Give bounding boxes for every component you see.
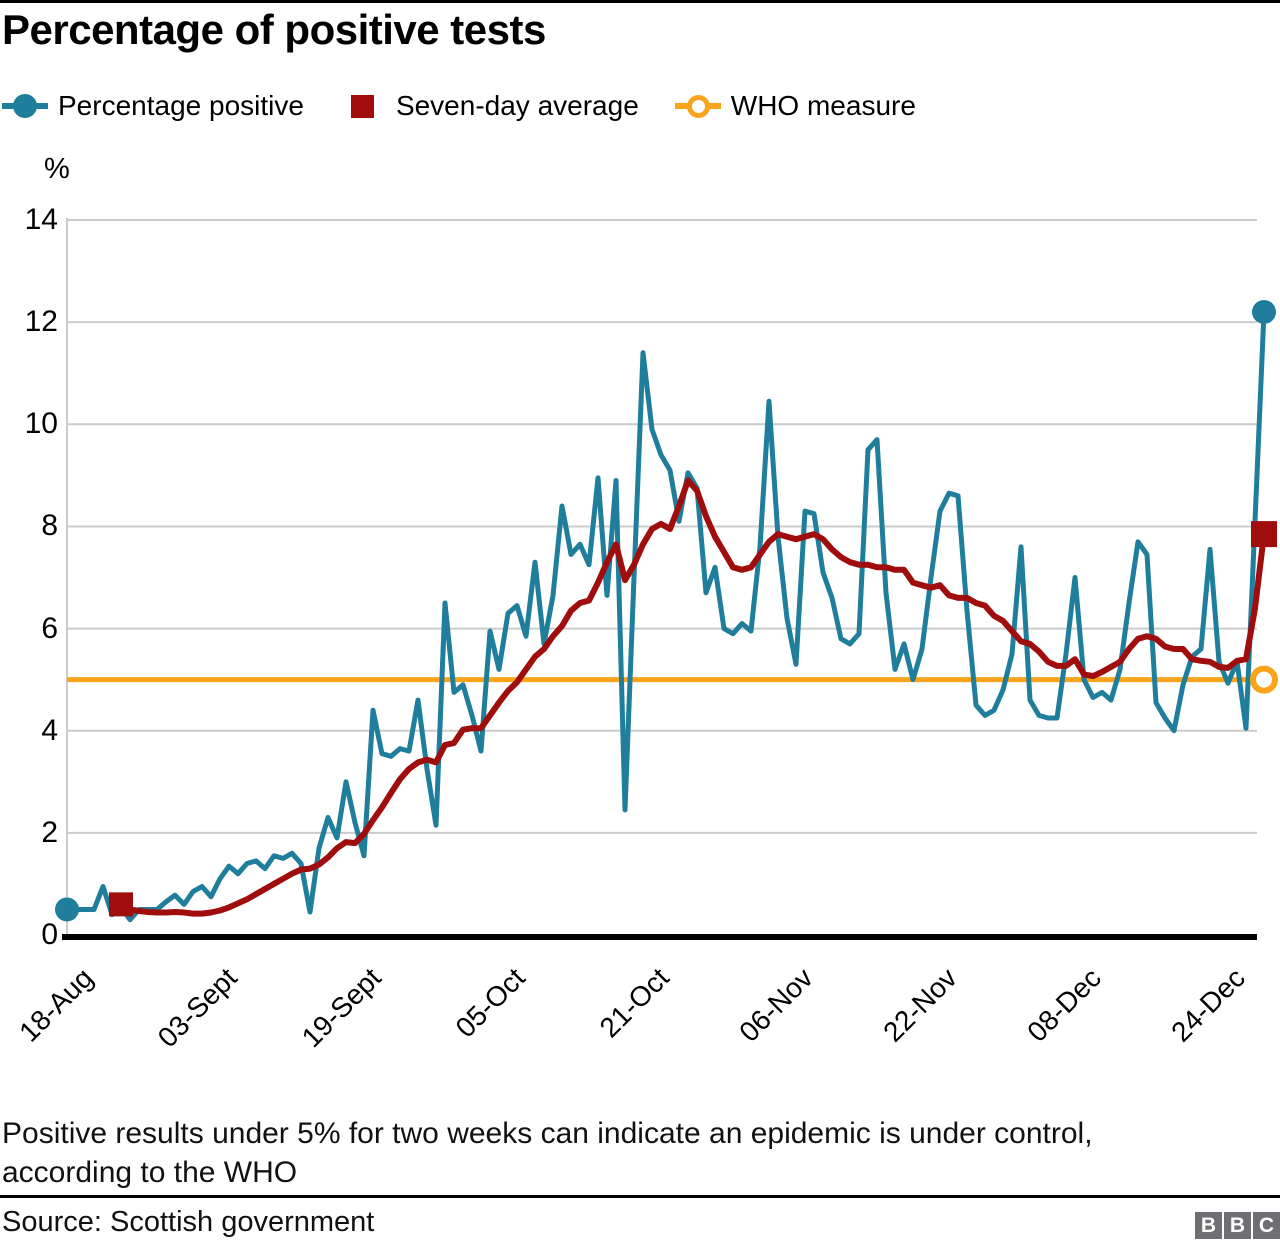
filled-circle-icon <box>2 91 48 121</box>
legend-label: Percentage positive <box>58 90 304 121</box>
legend-label: Seven-day average <box>395 90 639 121</box>
y-tick-label: 8 <box>41 509 58 543</box>
source-attribution: Source: Scottish government <box>2 1206 375 1238</box>
footer-divider <box>0 1195 1280 1198</box>
y-tick-label: 14 <box>24 203 58 237</box>
chart-legend: Percentage positive Seven-day average WH… <box>2 90 916 122</box>
legend-item-seven-day-average: Seven-day average <box>340 90 639 122</box>
top-keyline <box>0 0 1280 3</box>
y-tick-label: 0 <box>41 918 58 951</box>
y-tick-label: 6 <box>41 611 58 645</box>
page-title: Percentage of positive tests <box>2 6 546 53</box>
legend-item-who-measure: WHO measure <box>674 90 916 122</box>
y-tick-label: 2 <box>41 815 58 849</box>
y-tick-label: 4 <box>41 713 58 747</box>
chart-footnote: Positive results under 5% for two weeks … <box>2 1117 1093 1189</box>
y-tick-label: 10 <box>24 407 58 441</box>
bbc-logo: B B C <box>1195 1212 1280 1239</box>
legend-label: WHO measure <box>730 90 916 121</box>
y-axis-unit-label: % <box>44 153 70 185</box>
seven-day-average-line <box>118 477 1267 917</box>
series-start-marker <box>55 897 79 922</box>
series-start-marker <box>109 892 133 917</box>
series-end-marker <box>1251 521 1277 548</box>
legend-item-percentage-positive: Percentage positive <box>2 90 304 122</box>
open-circle-icon <box>674 91 721 121</box>
bbc-logo-letter: C <box>1253 1212 1280 1239</box>
series-end-marker <box>1252 299 1276 324</box>
series-end-marker <box>1250 665 1278 694</box>
bbc-logo-letter: B <box>1224 1212 1251 1239</box>
filled-square-icon <box>340 91 386 121</box>
bbc-logo-letter: B <box>1195 1212 1222 1239</box>
percentage-positive-line <box>64 309 1267 923</box>
y-tick-label: 12 <box>24 305 58 339</box>
